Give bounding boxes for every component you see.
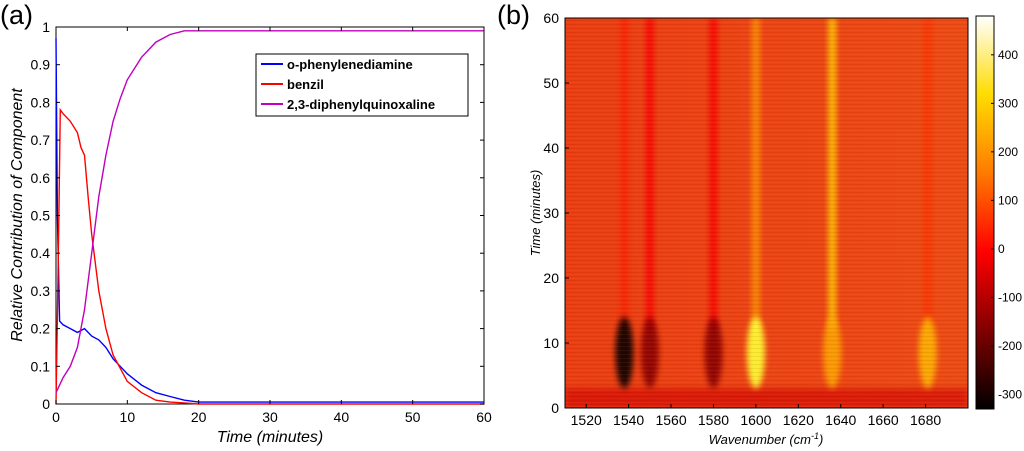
colorbar-tick-label: -100 bbox=[998, 290, 1022, 304]
y-axis-title-b: Time (minutes) bbox=[528, 170, 543, 257]
panel-a-label: (a) bbox=[0, 0, 33, 30]
x-axis-title-a: Time (minutes) bbox=[217, 429, 324, 446]
series-line-o-phenylenediamine bbox=[55, 38, 484, 403]
y-tick-label-b: 10 bbox=[543, 335, 559, 351]
x-tick-label-a: 40 bbox=[334, 409, 350, 425]
colorbar-tick-label: -200 bbox=[998, 339, 1022, 353]
heatmap-noise bbox=[565, 18, 968, 408]
x-tick-label-a: 20 bbox=[191, 409, 207, 425]
line-chart-panel-a: 0 10 20 30 40 50 60 0 0.1 0.2 0.3 0.4 0.5 0.6 0.7 0.8 0.… bbox=[9, 19, 492, 446]
colorbar-tick-label: 100 bbox=[998, 193, 1018, 207]
y-tick-label-b: 50 bbox=[543, 75, 559, 91]
x-tick-label-b: 1540 bbox=[613, 412, 644, 428]
legend-a: o-phenylenediamine benzil 2,3-diphenylqu… bbox=[255, 53, 469, 117]
x-tick-label-a: 10 bbox=[120, 409, 136, 425]
colorbar-tick-label: 400 bbox=[998, 48, 1018, 62]
y-tick-label-a: 0.6 bbox=[31, 170, 51, 186]
y-tick-label-a: 0.7 bbox=[31, 132, 51, 148]
colorbar-ticks: -300 -200 -100 0 100 200 300 400 bbox=[991, 48, 1022, 401]
series-line-benzil bbox=[55, 107, 484, 405]
colorbar-tick-label: -300 bbox=[998, 387, 1022, 401]
x-tick-label-b: 1620 bbox=[783, 412, 814, 428]
heatmap-panel-b: 1520 1540 1560 1580 1600 1620 1640 1660 1680 0 10 2… bbox=[528, 10, 1022, 447]
y-tick-label-b: 30 bbox=[543, 205, 559, 221]
y-tick-label-a: 0.3 bbox=[31, 283, 51, 299]
y-tick-label-b: 0 bbox=[551, 400, 559, 416]
y-tick-label-b: 20 bbox=[543, 270, 559, 286]
y-tick-label-b: 40 bbox=[543, 140, 559, 156]
y-tick-label-b: 60 bbox=[543, 10, 559, 26]
y-tick-label-a: 0.4 bbox=[31, 245, 51, 261]
y-tick-label-a: 0 bbox=[42, 396, 50, 412]
x-tick-label-b: 1680 bbox=[910, 412, 941, 428]
y-tick-label-a: 0.5 bbox=[31, 208, 51, 224]
x-tick-label-b: 1600 bbox=[740, 412, 771, 428]
x-tick-label-a: 50 bbox=[405, 409, 421, 425]
y-tick-label-a: 0.2 bbox=[31, 321, 51, 337]
x-axis-title-b: Wavenumber (cm-1) bbox=[709, 431, 824, 447]
colorbar-tick-label: 0 bbox=[998, 242, 1005, 256]
x-tick-label-a: 60 bbox=[476, 409, 492, 425]
colorbar-tick-label: 300 bbox=[998, 96, 1018, 110]
legend-label-diphenylquinoxaline: 2,3-diphenylquinoxaline bbox=[287, 97, 435, 112]
series-group-a bbox=[55, 30, 484, 405]
x-tick-label-a: 0 bbox=[52, 409, 60, 425]
legend-box bbox=[255, 53, 469, 117]
x-tick-label-b: 1580 bbox=[698, 412, 729, 428]
y-tick-label-a: 0.9 bbox=[31, 57, 51, 73]
x-tick-label-b: 1660 bbox=[868, 412, 899, 428]
x-tick-label-b: 1520 bbox=[571, 412, 602, 428]
y-tick-label-a: 0.8 bbox=[31, 94, 51, 110]
legend-label-benzil: benzil bbox=[287, 77, 324, 92]
legend-label-o-phenylenediamine: o-phenylenediamine bbox=[287, 57, 413, 72]
colorbar bbox=[975, 15, 995, 410]
x-tick-label-a: 30 bbox=[262, 409, 278, 425]
y-tick-label-a: 0.1 bbox=[31, 358, 51, 374]
colorbar-tick-label: 200 bbox=[998, 145, 1018, 159]
panel-b-label: (b) bbox=[497, 0, 530, 30]
y-axis-title-a: Relative Contribution of Component bbox=[9, 88, 26, 342]
series-line-2-3-diphenylquinoxaline bbox=[55, 30, 484, 393]
y-tick-label-a: 1 bbox=[42, 19, 50, 35]
x-tick-label-b: 1640 bbox=[825, 412, 856, 428]
x-tick-label-b: 1560 bbox=[655, 412, 686, 428]
